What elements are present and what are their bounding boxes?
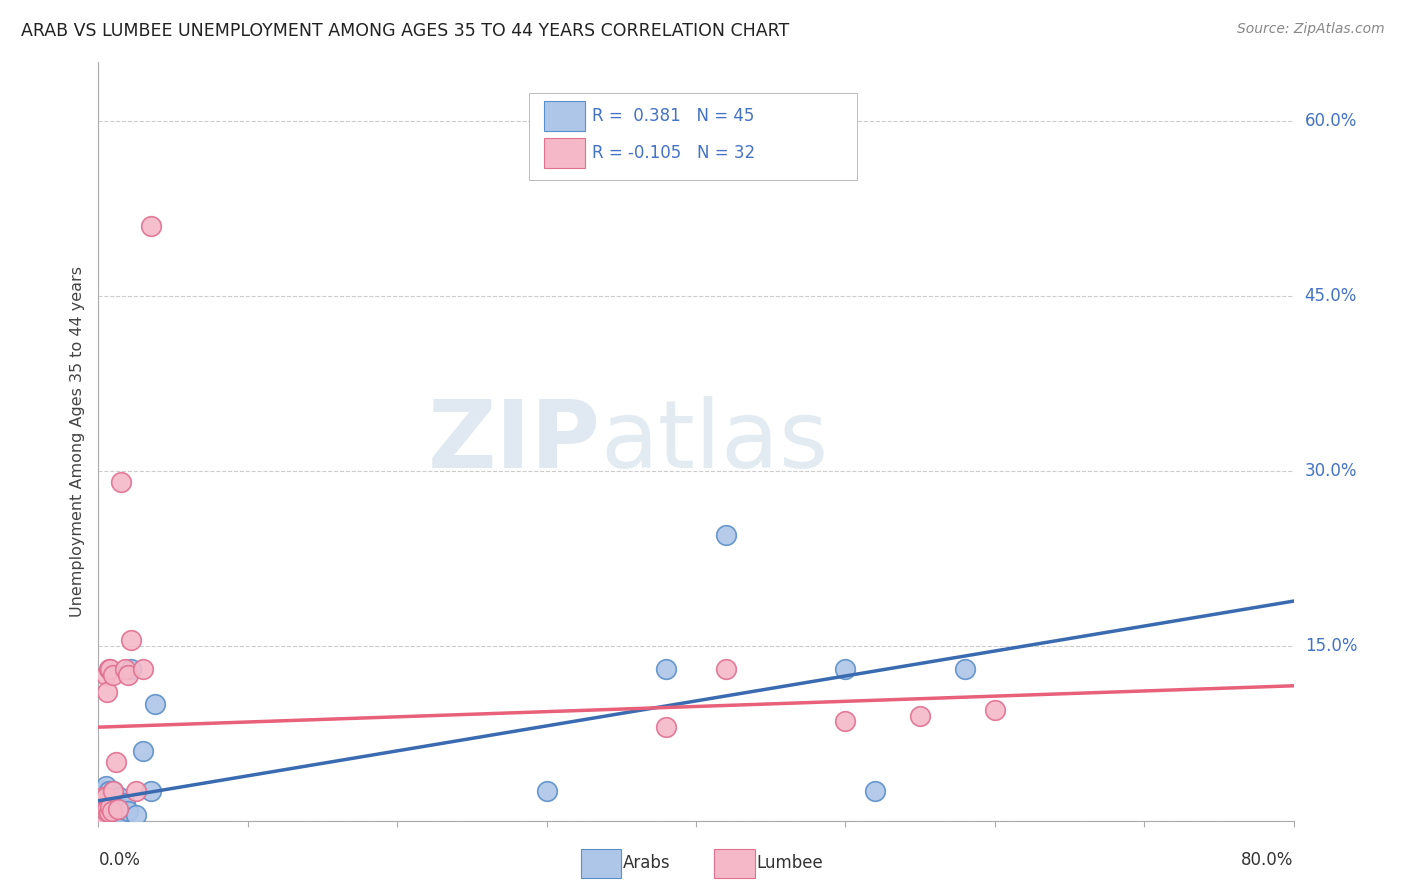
- Point: [655, 720, 678, 734]
- Text: 45.0%: 45.0%: [1305, 286, 1357, 305]
- Point: [953, 662, 976, 676]
- Point: [94, 788, 117, 802]
- Point: [98, 809, 122, 823]
- Point: [94, 790, 117, 805]
- Point: [120, 662, 142, 676]
- Point: [103, 784, 125, 798]
- Point: [96, 790, 118, 805]
- Point: [93, 805, 115, 820]
- Point: [655, 662, 678, 676]
- Point: [984, 703, 1007, 717]
- Point: [94, 805, 117, 819]
- Point: [94, 805, 117, 819]
- Point: [132, 662, 155, 676]
- Point: [111, 802, 134, 816]
- Point: [536, 784, 558, 798]
- Point: [91, 796, 114, 810]
- Point: [120, 632, 142, 647]
- Point: [96, 802, 118, 816]
- Text: 60.0%: 60.0%: [1305, 112, 1357, 129]
- Point: [101, 805, 124, 819]
- Point: [103, 807, 125, 822]
- Point: [110, 475, 132, 490]
- Point: [714, 662, 737, 676]
- Point: [101, 805, 124, 820]
- Point: [98, 803, 122, 817]
- Point: [93, 796, 115, 810]
- Point: [94, 779, 117, 793]
- Point: [94, 796, 117, 810]
- Text: 30.0%: 30.0%: [1305, 462, 1357, 480]
- Point: [91, 799, 114, 814]
- Text: 80.0%: 80.0%: [1241, 851, 1294, 869]
- Point: [865, 784, 887, 798]
- Point: [834, 662, 856, 676]
- Point: [103, 799, 125, 814]
- Point: [114, 662, 136, 676]
- Point: [101, 796, 124, 810]
- Point: [114, 796, 136, 810]
- Point: [93, 810, 115, 824]
- Point: [91, 802, 114, 816]
- Point: [110, 806, 132, 821]
- Point: [91, 807, 114, 822]
- Point: [93, 799, 115, 814]
- Point: [834, 714, 856, 729]
- Point: [96, 802, 118, 816]
- Point: [143, 697, 166, 711]
- Text: 0.0%: 0.0%: [98, 851, 141, 869]
- Point: [139, 784, 162, 798]
- Point: [105, 756, 128, 770]
- Point: [97, 805, 120, 820]
- Point: [117, 668, 139, 682]
- Y-axis label: Unemployment Among Ages 35 to 44 years: Unemployment Among Ages 35 to 44 years: [70, 266, 86, 617]
- Point: [98, 792, 122, 806]
- Point: [714, 528, 737, 542]
- FancyBboxPatch shape: [544, 138, 585, 168]
- Point: [97, 662, 120, 676]
- Point: [98, 662, 122, 676]
- Point: [139, 219, 162, 233]
- Point: [103, 784, 125, 798]
- Point: [125, 807, 148, 822]
- Point: [108, 790, 131, 805]
- Text: Source: ZipAtlas.com: Source: ZipAtlas.com: [1237, 22, 1385, 37]
- Point: [91, 790, 114, 805]
- Point: [105, 805, 128, 819]
- Point: [94, 809, 117, 823]
- Text: R = -0.105   N = 32: R = -0.105 N = 32: [592, 144, 755, 161]
- Point: [96, 685, 118, 699]
- Point: [103, 668, 125, 682]
- Point: [908, 708, 931, 723]
- Point: [97, 806, 120, 821]
- Text: ARAB VS LUMBEE UNEMPLOYMENT AMONG AGES 35 TO 44 YEARS CORRELATION CHART: ARAB VS LUMBEE UNEMPLOYMENT AMONG AGES 3…: [21, 22, 789, 40]
- Point: [94, 668, 117, 682]
- Point: [91, 806, 114, 821]
- Point: [96, 807, 118, 822]
- Point: [91, 790, 114, 805]
- Text: Arabs: Arabs: [623, 855, 671, 872]
- Point: [107, 802, 129, 816]
- FancyBboxPatch shape: [529, 93, 858, 180]
- Text: atlas: atlas: [600, 395, 828, 488]
- Point: [97, 799, 120, 814]
- Text: R =  0.381   N = 45: R = 0.381 N = 45: [592, 106, 755, 125]
- Point: [98, 799, 122, 814]
- Point: [107, 798, 129, 813]
- Point: [125, 784, 148, 798]
- Point: [94, 798, 117, 813]
- Text: ZIP: ZIP: [427, 395, 600, 488]
- Text: 15.0%: 15.0%: [1305, 637, 1357, 655]
- Text: Lumbee: Lumbee: [756, 855, 823, 872]
- Point: [93, 784, 115, 798]
- Point: [97, 784, 120, 798]
- Point: [132, 744, 155, 758]
- Point: [93, 807, 115, 822]
- Point: [117, 805, 139, 819]
- FancyBboxPatch shape: [544, 101, 585, 130]
